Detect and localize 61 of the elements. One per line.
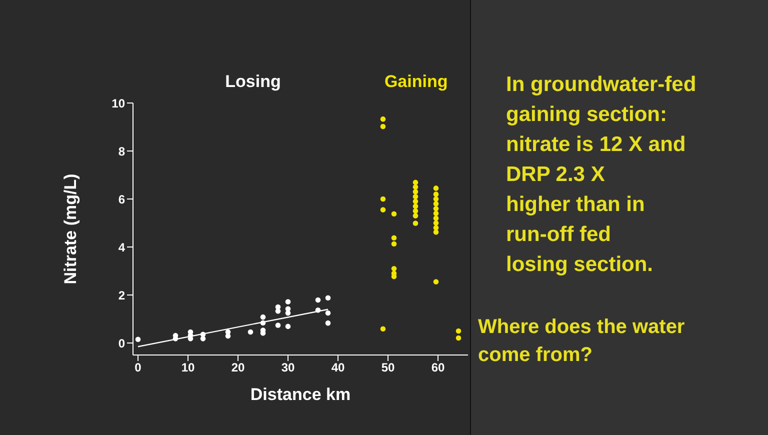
- point: [433, 210, 439, 216]
- point: [412, 204, 418, 209]
- point: [248, 329, 254, 335]
- point: [275, 322, 281, 328]
- point: [433, 206, 439, 212]
- point: [380, 124, 386, 130]
- point: [433, 216, 439, 221]
- point: [412, 180, 418, 186]
- point: [391, 211, 397, 217]
- point: [380, 326, 386, 332]
- text: In groundwater-fed gaining section: nitrate is 12 X and DRP 2.3 X higher than in run-off fed losing section.: [506, 72, 698, 278]
- x-axis-title: Distance km: [250, 385, 351, 404]
- point: [260, 314, 266, 320]
- y-tick-label: 10: [112, 96, 126, 110]
- point: [325, 320, 331, 326]
- point: [433, 196, 439, 202]
- x-tick-label: 0: [134, 360, 142, 375]
- point: [135, 336, 141, 342]
- point: [315, 307, 321, 313]
- point: [412, 189, 418, 194]
- point: [325, 295, 331, 301]
- point: [285, 324, 291, 330]
- y-tick-label: 8: [118, 144, 126, 158]
- point: [412, 198, 418, 204]
- point: [391, 241, 397, 247]
- point: [412, 208, 418, 214]
- y-tick-label: 2: [118, 288, 126, 302]
- y-tick-label: 6: [118, 192, 126, 206]
- point: [325, 310, 331, 316]
- y-tick-label: 4: [118, 240, 126, 254]
- x-tick-label: 60: [431, 360, 445, 375]
- point: [433, 220, 439, 226]
- text: Losing: [224, 72, 282, 92]
- x-tick-label: 10: [181, 360, 195, 375]
- point: [380, 207, 386, 212]
- point: [285, 299, 291, 304]
- series-label: Gaining: [383, 72, 449, 92]
- point: [380, 196, 386, 202]
- x-tick-label: 30: [281, 360, 295, 375]
- point: [412, 220, 418, 226]
- point: [456, 335, 462, 341]
- point: [412, 213, 418, 218]
- x-tick-label: 50: [381, 360, 395, 375]
- point: [391, 266, 397, 272]
- point: [391, 235, 397, 241]
- point: [433, 192, 439, 197]
- text: Where does the water come from?: [478, 315, 686, 368]
- point: [412, 184, 418, 190]
- point: [433, 186, 439, 191]
- y-axis-title: Nitrate (mg/L): [61, 174, 80, 284]
- x-tick-label: 20: [231, 360, 245, 375]
- y-tick-label: 0: [118, 336, 126, 350]
- point: [433, 201, 439, 206]
- point: [380, 116, 386, 122]
- point: [412, 194, 418, 200]
- point: [433, 279, 439, 284]
- point: [456, 328, 462, 334]
- point: [200, 336, 206, 342]
- x-tick-label: 40: [331, 360, 345, 375]
- point: [315, 297, 321, 303]
- point: [260, 320, 266, 326]
